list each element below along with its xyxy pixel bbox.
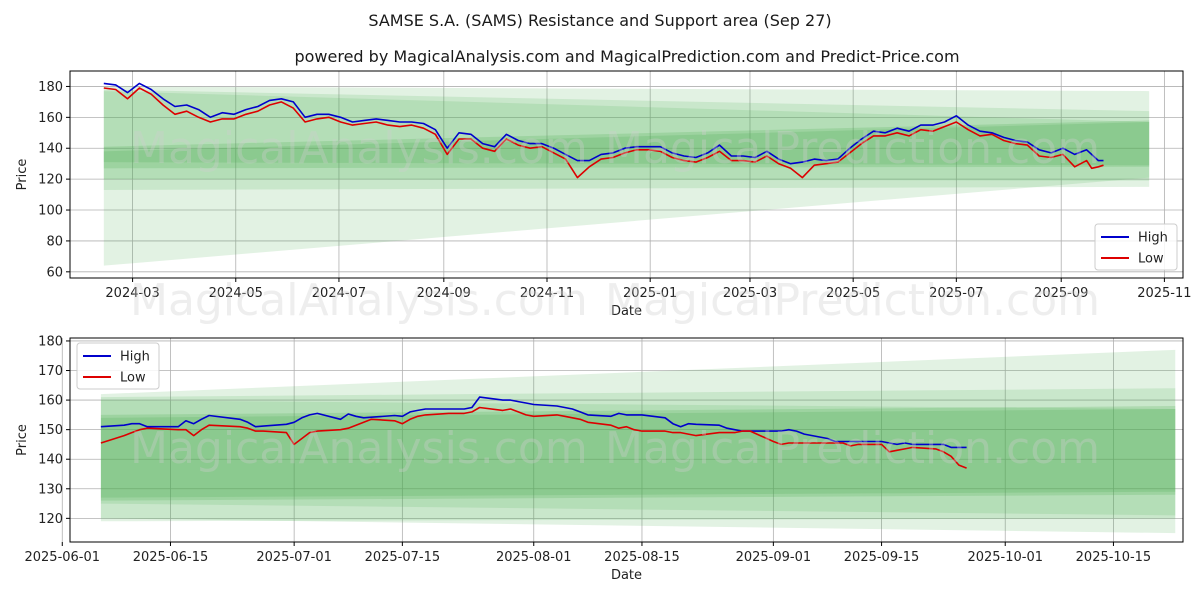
y-tick-label: 120 (38, 173, 63, 188)
x-tick-label: 2025-09-01 (736, 550, 812, 565)
band-4 (103, 121, 1150, 166)
x-tick-label: 2024-05 (209, 286, 263, 301)
y-tick-label: 180 (38, 80, 63, 95)
x-tick-label: 2024-09 (417, 286, 471, 301)
x-tick-label: 2025-10-15 (1076, 550, 1152, 565)
x-axis-label: Date (611, 304, 642, 319)
x-tick-label: 2024-11 (520, 286, 574, 301)
band-2 (103, 91, 1150, 181)
x-tick-label: 2024-07 (312, 286, 366, 301)
band-1 (103, 89, 1150, 190)
x-tick-label: 2025-06-01 (24, 550, 100, 565)
x-axis-label: Date (611, 568, 642, 583)
series-high-line (100, 396, 967, 449)
x-tick-label: 2025-09 (1034, 286, 1088, 301)
panel-bottom: 120 130 140 150 160 170 180 2025-06-01 2025-06-1… (15, 334, 1184, 583)
x-tick-label: 2025-08-15 (604, 550, 680, 565)
x-tick-label: 2025-07 (929, 286, 983, 301)
watermark-text-5: MagicalAnalysis.com (130, 423, 588, 474)
legend-label-high: High (120, 350, 150, 365)
plot-frame (69, 70, 1184, 279)
y-tick-label: 130 (38, 482, 63, 497)
panel-top: 60 80 100 120 140 160 180 2024-03 2024-05 2024-07… (15, 70, 1192, 319)
legend: High Low (76, 342, 160, 390)
y-tick-label: 100 (38, 204, 63, 219)
band-1 (100, 388, 1176, 534)
y-tick-label: 160 (38, 111, 63, 126)
x-tick-label: 2025-06-15 (133, 550, 209, 565)
watermark-text-3: MagicalAnalysis.com (130, 275, 588, 326)
band-0 (100, 349, 1176, 516)
plot-frame (69, 337, 1184, 543)
series-high-line (103, 82, 1104, 165)
y-tick-label: 80 (46, 234, 63, 249)
y-tick-label: 140 (38, 453, 63, 468)
y-tick-label: 180 (38, 334, 63, 349)
y-tick-label: 60 (46, 265, 63, 280)
x-tick-label: 2025-07-01 (256, 550, 332, 565)
band-2 (100, 400, 1176, 522)
legend: High Low (1094, 223, 1178, 271)
y-tick-label: 170 (38, 364, 63, 379)
y-axis-label: Price (15, 159, 30, 191)
x-tick-label: 2025-07-15 (365, 550, 441, 565)
y-axis-label: Price (15, 424, 30, 456)
x-tick-label: 2025-01 (623, 286, 677, 301)
x-tick-label: 2025-09-15 (844, 550, 920, 565)
plot-area (70, 338, 1183, 542)
legend-label-low: Low (1138, 252, 1164, 267)
plot-area (70, 71, 1183, 278)
watermark-text-4: MagicalPrediction.com (605, 275, 1100, 326)
legend-label-low: Low (120, 371, 146, 386)
series-low-line (103, 87, 1104, 179)
x-tick-label: 2024-03 (105, 286, 159, 301)
chart-subtitle: powered by MagicalAnalysis.com and Magic… (294, 47, 959, 66)
legend-label-high: High (1138, 231, 1168, 246)
x-tick-label: 2025-03 (723, 286, 777, 301)
x-tick-label: 2025-05 (826, 286, 880, 301)
series-low-line (100, 406, 967, 469)
y-tick-label: 120 (38, 512, 63, 527)
watermark-text-6: MagicalPrediction.com (605, 423, 1100, 474)
watermark-text-2: MagicalPrediction.com (605, 123, 1100, 174)
watermark-text-1: MagicalAnalysis.com (130, 123, 588, 174)
band-3 (100, 406, 1176, 501)
chart-title: SAMSE S.A. (SAMS) Resistance and Support… (368, 11, 831, 30)
band-4 (100, 408, 1176, 498)
x-tick-label: 2025-10-01 (967, 550, 1043, 565)
y-tick-label: 140 (38, 142, 63, 157)
y-tick-label: 160 (38, 394, 63, 409)
x-tick-label: 2025-11 (1137, 286, 1191, 301)
y-tick-label: 150 (38, 423, 63, 438)
x-tick-label: 2025-08-01 (496, 550, 572, 565)
watermark-group: MagicalAnalysis.com MagicalPrediction.co… (130, 123, 1100, 474)
